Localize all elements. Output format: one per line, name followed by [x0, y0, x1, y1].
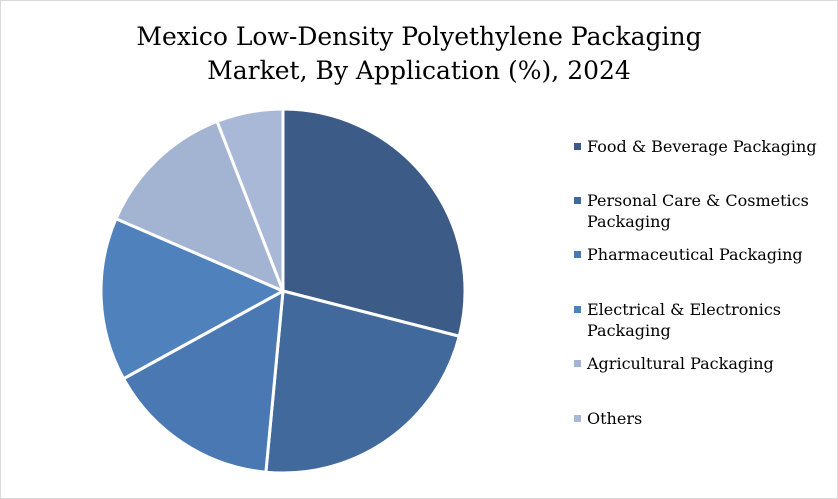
- legend-label-agricultural: Agricultural Packaging: [587, 354, 774, 373]
- pie-slice-electrical-electronics: [99, 217, 285, 381]
- pie-slice-pharmaceutical: [122, 289, 285, 474]
- pie-slice-others: [215, 107, 285, 293]
- legend-swatch-agricultural: [574, 360, 581, 367]
- legend-label-food-beverage: Food & Beverage Packaging: [587, 137, 817, 156]
- chart-legend: Food & Beverage Packaging Personal Care …: [574, 0, 834, 499]
- pie-slice-personal-care: [264, 289, 461, 475]
- legend-label-others: Others: [587, 409, 643, 428]
- legend-swatch-personal-care: [574, 197, 581, 204]
- chart-title-line-1: Mexico Low-Density Polyethylene Packagin…: [136, 22, 702, 51]
- legend-swatch-others: [574, 415, 581, 422]
- legend-label-pharmaceutical: Pharmaceutical Packaging: [587, 245, 803, 264]
- legend-swatch-food-beverage: [574, 143, 581, 150]
- legend-label-electrical-electronics: Electrical & Electronics Packaging: [587, 300, 781, 340]
- chart-title: Mexico Low-Density Polyethylene Packagin…: [0, 20, 838, 88]
- legend-swatch-pharmaceutical: [574, 251, 581, 258]
- pie-slice-food-beverage: [281, 107, 467, 338]
- legend-label-personal-care: Personal Care & Cosmetics Packaging: [587, 191, 809, 231]
- legend-swatch-electrical-electronics: [574, 306, 581, 313]
- chart-title-line-2: Market, By Application (%), 2024: [207, 56, 631, 85]
- pie-slice-agricultural: [114, 119, 285, 293]
